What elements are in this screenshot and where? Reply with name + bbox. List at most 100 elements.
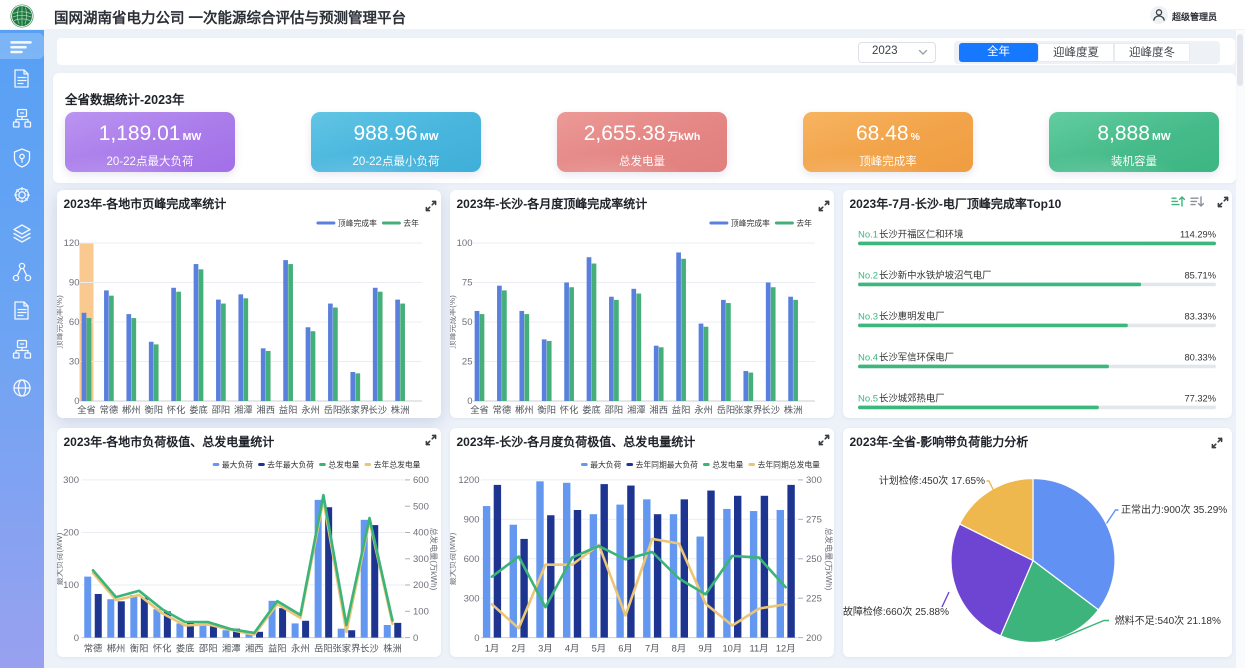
svg-text:500: 500 <box>413 501 429 512</box>
svg-text:永州: 永州 <box>694 404 713 415</box>
svg-text:300: 300 <box>806 475 822 486</box>
svg-text:故障检修:660次 25.88%: 故障检修:660次 25.88% <box>843 605 949 618</box>
svg-text:岳阳: 岳阳 <box>324 404 343 415</box>
svg-text:株洲: 株洲 <box>383 643 402 654</box>
svg-text:长沙: 长沙 <box>761 404 780 415</box>
svg-text:张家界: 张家界 <box>341 404 369 415</box>
svg-text:湘潭: 湘潭 <box>234 404 253 415</box>
svg-text:30: 30 <box>69 357 80 368</box>
svg-text:去年总发电量: 去年总发电量 <box>374 460 421 470</box>
svg-text:总发电量(万kWh): 总发电量(万kWh) <box>429 528 439 591</box>
svg-text:114.29%: 114.29% <box>1180 230 1216 240</box>
svg-text:长沙开福区仁和环境: 长沙开福区仁和环境 <box>879 229 963 240</box>
svg-text:娄底: 娄底 <box>582 404 601 415</box>
svg-text:湘西: 湘西 <box>245 643 264 654</box>
svg-text:100: 100 <box>413 607 429 618</box>
svg-text:永州: 永州 <box>291 643 310 654</box>
svg-text:长沙: 长沙 <box>360 643 379 654</box>
svg-text:郴州: 郴州 <box>107 643 126 654</box>
svg-text:益阳: 益阳 <box>672 404 691 415</box>
svg-text:张家界: 张家界 <box>734 404 762 415</box>
svg-text:300: 300 <box>63 475 79 486</box>
svg-text:90: 90 <box>69 278 80 289</box>
svg-text:900: 900 <box>464 515 480 526</box>
svg-text:77.32%: 77.32% <box>1184 394 1216 404</box>
svg-text:郴州: 郴州 <box>515 404 534 415</box>
svg-text:正常出力:900次 35.29%: 正常出力:900次 35.29% <box>1121 503 1227 516</box>
svg-text:100: 100 <box>63 580 79 591</box>
svg-text:2月: 2月 <box>511 644 525 654</box>
svg-text:最大负荷: 最大负荷 <box>222 460 253 470</box>
svg-text:长沙新中水铁炉坡沼气电厂: 长沙新中水铁炉坡沼气电厂 <box>879 270 992 281</box>
svg-text:最大负荷(MW): 最大负荷(MW) <box>450 532 457 585</box>
svg-text:最大负荷(MW): 最大负荷(MW) <box>57 532 64 585</box>
svg-text:岳阳: 岳阳 <box>314 643 333 654</box>
svg-text:顶峰完成率(%): 顶峰完成率(%) <box>450 295 457 349</box>
svg-text:No.1: No.1 <box>858 230 878 241</box>
svg-text:4月: 4月 <box>565 644 579 654</box>
svg-text:275: 275 <box>806 515 822 526</box>
svg-text:娄底: 娄底 <box>176 643 195 654</box>
svg-text:怀化: 怀化 <box>153 643 172 654</box>
svg-text:200: 200 <box>63 528 79 539</box>
svg-text:83.33%: 83.33% <box>1184 312 1216 322</box>
svg-text:总发电量(万kWh): 总发电量(万kWh) <box>824 528 834 591</box>
svg-text:邵阳: 邵阳 <box>212 405 231 415</box>
svg-text:邵阳: 邵阳 <box>605 405 624 415</box>
svg-text:全省: 全省 <box>470 404 489 415</box>
svg-text:张家界: 张家界 <box>332 643 360 654</box>
svg-text:600: 600 <box>464 554 480 565</box>
svg-text:400: 400 <box>413 528 429 539</box>
svg-text:No.5: No.5 <box>858 394 878 405</box>
svg-text:最大负荷: 最大负荷 <box>590 460 621 470</box>
svg-text:9月: 9月 <box>698 644 712 654</box>
svg-text:300: 300 <box>413 554 429 565</box>
svg-text:8月: 8月 <box>672 644 686 654</box>
svg-text:No.2: No.2 <box>858 271 878 282</box>
svg-text:长沙城郊热电厂: 长沙城郊热电厂 <box>879 393 945 404</box>
svg-text:75: 75 <box>462 278 473 289</box>
svg-text:3月: 3月 <box>538 644 552 654</box>
svg-text:0: 0 <box>74 396 79 407</box>
svg-text:衡阳: 衡阳 <box>130 643 149 654</box>
svg-text:7月: 7月 <box>645 644 659 654</box>
svg-text:顶峰完成率: 顶峰完成率 <box>338 218 377 228</box>
svg-text:11月: 11月 <box>750 644 769 654</box>
svg-text:衡阳: 衡阳 <box>537 404 556 415</box>
svg-text:怀化: 怀化 <box>560 404 579 415</box>
svg-text:去年同期总发电量: 去年同期总发电量 <box>758 460 821 470</box>
svg-text:怀化: 怀化 <box>167 404 186 415</box>
svg-text:总发电量: 总发电量 <box>712 460 743 470</box>
svg-text:去年: 去年 <box>796 218 812 228</box>
svg-text:225: 225 <box>806 593 822 604</box>
svg-text:1月: 1月 <box>485 644 499 654</box>
svg-text:常德: 常德 <box>100 404 119 415</box>
svg-text:株洲: 株洲 <box>784 404 803 415</box>
svg-text:60: 60 <box>69 317 80 328</box>
svg-text:5月: 5月 <box>592 644 606 654</box>
svg-text:600: 600 <box>413 475 429 486</box>
svg-text:85.71%: 85.71% <box>1184 271 1216 281</box>
svg-text:200: 200 <box>806 633 822 644</box>
svg-text:长沙惠明发电厂: 长沙惠明发电厂 <box>879 311 945 322</box>
svg-text:12月: 12月 <box>776 644 796 654</box>
svg-text:岳阳: 岳阳 <box>717 404 736 415</box>
svg-text:顶峰完成率: 顶峰完成率 <box>731 218 770 228</box>
svg-text:总发电量: 总发电量 <box>328 460 359 470</box>
svg-text:200: 200 <box>413 580 429 591</box>
svg-text:0: 0 <box>474 633 479 644</box>
svg-text:100: 100 <box>457 238 473 249</box>
svg-text:去年同期最大负荷: 去年同期最大负荷 <box>636 460 699 470</box>
svg-text:10月: 10月 <box>722 644 742 654</box>
svg-text:1200: 1200 <box>458 475 479 486</box>
svg-text:娄底: 娄底 <box>189 404 208 415</box>
svg-text:计划检修:450次 17.65%: 计划检修:450次 17.65% <box>879 474 985 487</box>
svg-text:郴州: 郴州 <box>122 404 141 415</box>
svg-text:长沙军信环保电厂: 长沙军信环保电厂 <box>879 352 954 363</box>
svg-text:益阳: 益阳 <box>279 404 298 415</box>
svg-text:湘潭: 湘潭 <box>222 643 241 654</box>
svg-text:常德: 常德 <box>493 404 512 415</box>
svg-text:300: 300 <box>464 593 480 604</box>
svg-text:250: 250 <box>806 554 822 565</box>
svg-text:邵阳: 邵阳 <box>199 644 218 654</box>
